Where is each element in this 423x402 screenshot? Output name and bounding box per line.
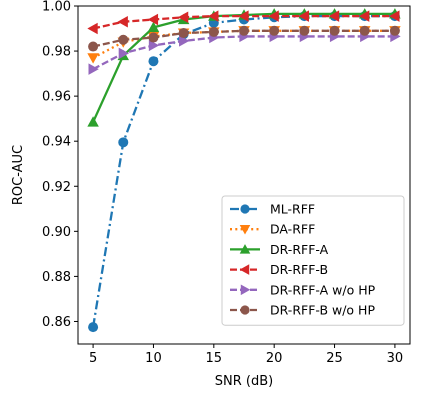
y-tick-label: 0.98 bbox=[42, 45, 71, 60]
legend-marker bbox=[240, 305, 250, 315]
series-dr-rff-b-w-o-hp bbox=[88, 25, 400, 52]
y-tick-label: 0.96 bbox=[42, 90, 71, 105]
data-point-dr-rff-b bbox=[268, 10, 279, 22]
legend-label: DA-RFF bbox=[270, 222, 315, 237]
data-point-dr-rff-b bbox=[177, 11, 189, 24]
data-point-dr-rff-b-w-o-hp bbox=[299, 25, 310, 36]
x-tick-label: 15 bbox=[206, 351, 223, 366]
data-point-dr-rff-a bbox=[87, 116, 99, 127]
legend-label: DR-RFF-B bbox=[270, 262, 328, 277]
legend-marker bbox=[239, 264, 250, 275]
series-dr-rff-a-w-o-hp bbox=[88, 30, 401, 75]
data-point-dr-rff-b bbox=[358, 10, 370, 22]
y-tick-label: 0.86 bbox=[42, 315, 71, 330]
legend-item-dr-rff-b: DR-RFF-B bbox=[230, 262, 328, 277]
data-point-ml-rff bbox=[148, 56, 159, 67]
data-point-dr-rff-b-w-o-hp bbox=[118, 34, 129, 45]
data-point-dr-rff-b-w-o-hp bbox=[269, 25, 280, 36]
legend-item-dr-rff-a-w-o-hp: DR-RFF-A w/o HP bbox=[230, 282, 376, 297]
data-point-dr-rff-b-w-o-hp bbox=[239, 25, 249, 36]
x-tick-label: 30 bbox=[387, 351, 404, 366]
data-point-dr-rff-a-w-o-hp bbox=[118, 47, 130, 60]
legend-marker bbox=[240, 284, 251, 296]
legend-label: DR-RFF-A w/o HP bbox=[270, 282, 376, 297]
data-point-dr-rff-b bbox=[298, 10, 309, 22]
data-point-dr-rff-b bbox=[238, 10, 249, 22]
series-layer bbox=[87, 8, 401, 333]
data-point-dr-rff-b bbox=[208, 10, 219, 22]
data-point-dr-rff-b-w-o-hp bbox=[88, 41, 99, 52]
data-point-dr-rff-a-w-o-hp bbox=[179, 35, 190, 47]
data-point-dr-rff-a-w-o-hp bbox=[148, 39, 160, 52]
y-tick-label: 1.00 bbox=[42, 0, 71, 15]
x-tick-label: 20 bbox=[266, 351, 283, 366]
legend-item-dr-rff-a: DR-RFF-A bbox=[230, 242, 329, 257]
x-axis-label: SNR (dB) bbox=[215, 374, 273, 389]
data-point-da-rff bbox=[87, 53, 99, 64]
legend-item-da-rff: DA-RFF bbox=[230, 222, 315, 237]
x-tick-label: 25 bbox=[326, 351, 343, 366]
legend-marker bbox=[239, 224, 251, 235]
data-point-dr-rff-a-w-o-hp bbox=[88, 63, 99, 75]
ticks-layer: 5 10 15 20 25 30 0.86 0.88 0.90 0.92 0.94 0.96 0.98 1… bbox=[42, 0, 403, 366]
legend-item-dr-rff-b-w-o-hp: DR-RFF-B w/o HP bbox=[230, 303, 375, 318]
legend-marker bbox=[239, 244, 251, 254]
data-point-dr-rff-b bbox=[147, 13, 159, 26]
legend: ML-RFF DA-RFF DR-RFF-A DR-RFF-B DR-RFF-A w/o… bbox=[221, 195, 405, 326]
data-point-dr-rff-b-w-o-hp bbox=[148, 32, 159, 43]
data-point-dr-rff-b-w-o-hp bbox=[359, 25, 370, 36]
data-point-dr-rff-a bbox=[147, 21, 160, 33]
x-tick-label: 5 bbox=[89, 351, 97, 366]
series-dr-rff-b bbox=[87, 10, 400, 35]
legend-label: DR-RFF-B w/o HP bbox=[270, 303, 375, 318]
data-point-dr-rff-b-w-o-hp bbox=[178, 28, 189, 39]
data-point-dr-rff-b bbox=[389, 10, 400, 22]
x-tick-label: 10 bbox=[145, 351, 162, 366]
y-tick-label: 0.92 bbox=[42, 180, 71, 195]
legend-item-ml-rff: ML-RFF bbox=[230, 202, 315, 217]
y-tick-label: 0.88 bbox=[42, 270, 71, 285]
legend-label: ML-RFF bbox=[270, 202, 315, 217]
data-point-dr-rff-b-w-o-hp bbox=[208, 26, 219, 37]
data-point-dr-rff-b bbox=[87, 22, 98, 35]
legend-marker bbox=[240, 204, 250, 214]
y-tick-label: 0.90 bbox=[42, 225, 71, 240]
legend-box bbox=[221, 195, 405, 326]
legend-label: DR-RFF-A bbox=[270, 242, 329, 257]
data-point-ml-rff bbox=[88, 322, 99, 333]
data-point-dr-rff-b-w-o-hp bbox=[329, 25, 340, 36]
plot-frame bbox=[77, 5, 411, 345]
data-point-dr-rff-b-w-o-hp bbox=[389, 25, 400, 36]
data-point-dr-rff-b bbox=[117, 16, 128, 28]
data-point-ml-rff bbox=[118, 137, 129, 148]
data-point-dr-rff-b bbox=[328, 10, 340, 22]
y-axis-label: ROC-AUC bbox=[11, 145, 26, 205]
y-tick-label: 0.94 bbox=[42, 135, 71, 150]
